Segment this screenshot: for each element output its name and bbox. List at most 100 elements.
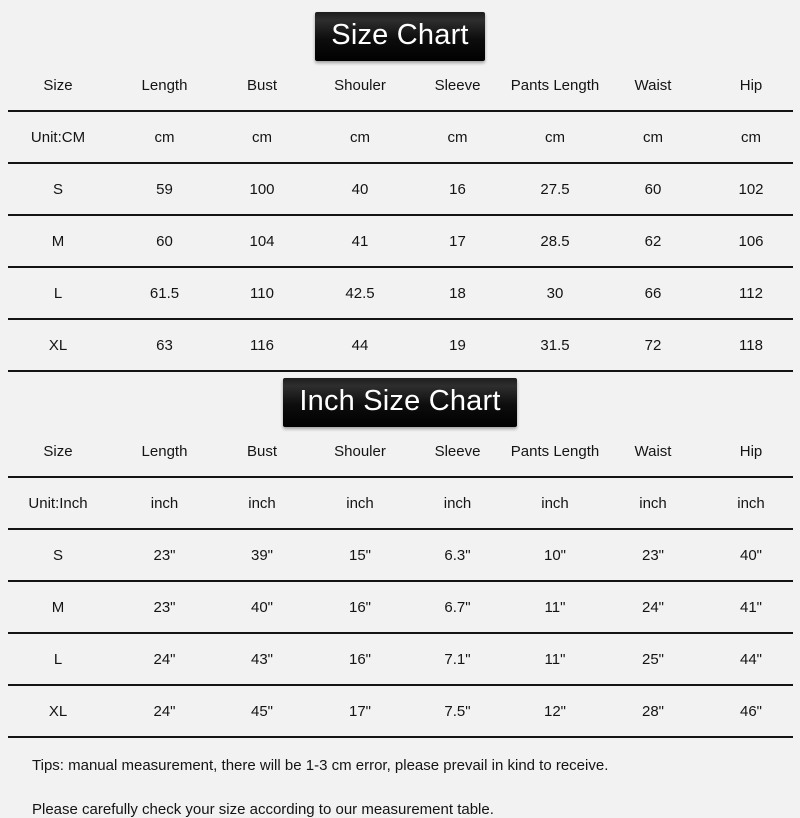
cm-chart-title-row: Size Chart — [0, 12, 800, 61]
inch-rule-under-header — [8, 476, 793, 478]
inch-chart-title-badge: Inch Size Chart — [283, 378, 517, 427]
table-row: M 23" 40" 16" 6.7" 11" 24" 41" — [0, 582, 800, 632]
cell-hip: 44" — [739, 650, 762, 668]
cell-length: 24" — [153, 650, 176, 668]
cell-shoulder: 15" — [348, 546, 371, 564]
table-row: XL 24" 45" 17" 7.5" 12" 28" 46" — [0, 686, 800, 736]
cell-bust: 100 — [249, 180, 275, 198]
inch-size-table: Size Length Bust Shouler Sleeve Pants Le… — [0, 427, 800, 476]
inch-unit-table: Unit:Inch inch inch inch inch inch inch … — [0, 478, 800, 528]
cell-size: L — [53, 650, 63, 668]
cell-waist: 25" — [641, 650, 664, 668]
top-spacer — [0, 0, 800, 12]
tips-line-2: Please carefully check your size accordi… — [32, 801, 494, 818]
inch-col-header-shoulder: Shouler — [334, 442, 386, 460]
cell-size: S — [52, 546, 63, 564]
inch-unit-label: Unit:Inch — [28, 494, 88, 512]
cell-shoulder: 16" — [348, 650, 371, 668]
cm-unit-table: Unit:CM cm cm cm cm cm cm cm — [0, 112, 800, 162]
cell-hip: 102 — [738, 180, 764, 198]
cm-row-table-l: L 61.5 110 42.5 18 30 66 112 — [0, 268, 800, 318]
cm-rule-after-l — [8, 318, 793, 320]
cell-shoulder: 41 — [351, 232, 369, 250]
table-row: L 61.5 110 42.5 18 30 66 112 — [0, 268, 800, 318]
cell-pants-length: 31.5 — [540, 336, 570, 354]
cm-rule-after-m — [8, 266, 793, 268]
cell-pants-length: 30 — [546, 284, 564, 302]
inch-col-header-bust: Bust — [246, 442, 277, 460]
cell-length: 60 — [156, 232, 173, 250]
cell-shoulder: 40 — [351, 180, 369, 198]
cell-waist: 23" — [641, 546, 664, 564]
inch-rule-after-s — [8, 580, 793, 582]
cm-header-row: Size Length Bust Shouler Sleeve Pants Le… — [0, 61, 800, 110]
cell-pants-length: 27.5 — [540, 180, 570, 198]
cell-hip: 46" — [739, 702, 762, 720]
cm-col-header-length: Length — [141, 76, 188, 94]
cell-bust: 43" — [250, 650, 273, 668]
inch-row-table-m: M 23" 40" 16" 6.7" 11" 24" 41" — [0, 582, 800, 632]
cell-bust: 110 — [250, 284, 274, 302]
inch-unit-pants-length: inch — [541, 494, 569, 512]
cell-sleeve: 17 — [449, 232, 466, 250]
cm-row-table-m: M 60 104 41 17 28.5 62 106 — [0, 216, 800, 266]
inch-col-header-pants-length: Pants Length — [510, 442, 600, 460]
cell-sleeve: 19 — [449, 336, 466, 354]
cm-col-header-hip: Hip — [739, 76, 763, 94]
cell-length: 63 — [156, 336, 173, 354]
inch-col-header-hip: Hip — [739, 442, 763, 460]
cell-size: M — [51, 598, 65, 616]
cm-unit-label: Unit:CM — [30, 128, 86, 146]
inch-unit-waist: inch — [639, 494, 667, 512]
cell-waist: 24" — [641, 598, 664, 616]
cell-hip: 40" — [739, 546, 762, 564]
cm-rule-after-xl — [8, 370, 793, 372]
cell-size: S — [52, 180, 63, 198]
cm-row-table-s: S 59 100 40 16 27.5 60 102 — [0, 164, 800, 214]
cell-hip: 41" — [739, 598, 762, 616]
table-row: M 60 104 41 17 28.5 62 106 — [0, 216, 800, 266]
cell-size: XL — [48, 702, 68, 720]
inch-row-table-l: L 24" 43" 16" 7.1" 11" 25" 44" — [0, 634, 800, 684]
cm-col-header-pants-length: Pants Length — [510, 76, 600, 94]
cell-pants-length: 12" — [543, 702, 566, 720]
inch-chart-title-row: Inch Size Chart — [0, 378, 800, 427]
cell-waist: 62 — [644, 232, 662, 250]
cell-sleeve: 18 — [449, 284, 466, 302]
cell-bust: 40" — [250, 598, 273, 616]
cell-hip: 106 — [738, 232, 764, 250]
cm-rule-after-s — [8, 214, 793, 216]
cm-row-table-xl: XL 63 116 44 19 31.5 72 118 — [0, 320, 800, 370]
cell-pants-length: 11" — [544, 598, 566, 616]
inch-unit-sleeve: inch — [443, 494, 472, 512]
cell-waist: 28" — [641, 702, 664, 720]
inch-rule-under-unit — [8, 528, 793, 530]
inch-col-header-sleeve: Sleeve — [434, 442, 481, 460]
cm-chart-title-badge: Size Chart — [315, 12, 485, 61]
cell-sleeve: 16 — [449, 180, 466, 198]
inch-rule-after-l — [8, 684, 793, 686]
cell-pants-length: 10" — [543, 546, 566, 564]
cell-sleeve: 6.3" — [444, 546, 471, 564]
table-row: S 23" 39" 15" 6.3" 10" 23" 40" — [0, 530, 800, 580]
inch-row-table-xl: XL 24" 45" 17" 7.5" 12" 28" 46" — [0, 686, 800, 736]
cell-bust: 116 — [250, 336, 274, 354]
inch-col-header-waist: Waist — [634, 442, 672, 460]
cell-length: 23" — [153, 598, 176, 616]
cm-col-header-waist: Waist — [634, 76, 672, 94]
cm-col-header-sleeve: Sleeve — [434, 76, 481, 94]
cell-shoulder: 17" — [348, 702, 371, 720]
cell-size: L — [53, 284, 63, 302]
cell-waist: 66 — [644, 284, 662, 302]
table-row: XL 63 116 44 19 31.5 72 118 — [0, 320, 800, 370]
cm-unit-sleeve: cm — [447, 128, 468, 146]
cm-unit-row: Unit:CM cm cm cm cm cm cm cm — [0, 112, 800, 162]
cell-bust: 39" — [250, 546, 273, 564]
inch-col-header-size: Size — [43, 442, 73, 460]
table-row: S 59 100 40 16 27.5 60 102 — [0, 164, 800, 214]
inch-unit-row: Unit:Inch inch inch inch inch inch inch … — [0, 478, 800, 528]
tips-line-1: Tips: manual measurement, there will be … — [32, 757, 609, 774]
cell-hip: 118 — [739, 336, 763, 354]
inch-rule-after-m — [8, 632, 793, 634]
